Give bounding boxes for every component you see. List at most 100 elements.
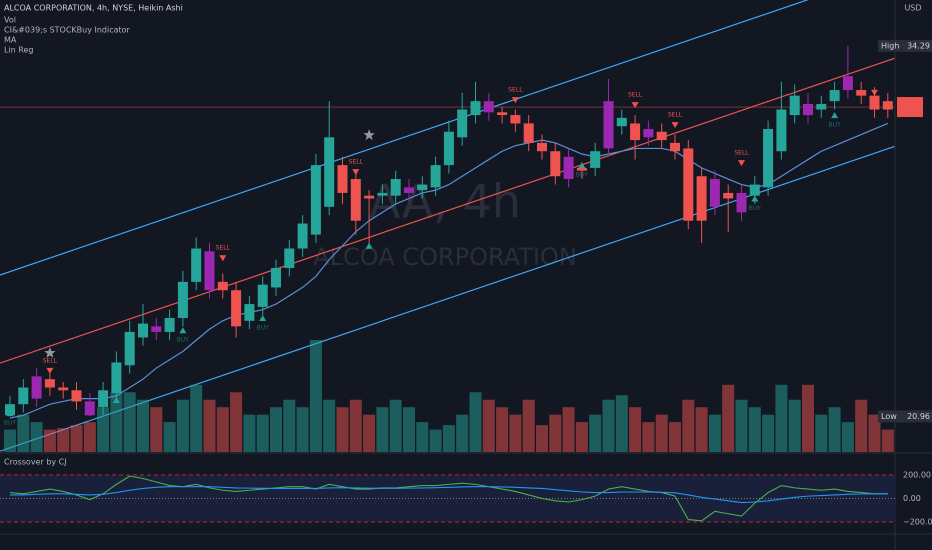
volume-bar [376, 407, 389, 452]
candle-body [18, 387, 29, 405]
volume-bar [137, 399, 149, 452]
volume-bar [868, 414, 881, 452]
candle-body [709, 179, 720, 207]
candle-body [643, 128, 654, 138]
candle-body [364, 195, 375, 199]
volume-bar [150, 407, 163, 452]
low-label: Low [881, 412, 897, 421]
candle-body [630, 123, 641, 141]
legend: ALCOA CORPORATION, 4h, NYSE, Heikin Ashi… [4, 4, 922, 467]
volume-bar [735, 399, 748, 452]
low-label-box [878, 410, 932, 423]
volume-bar [748, 407, 761, 452]
osc-line [9, 475, 888, 522]
candle-body [523, 123, 534, 143]
buy-marker [365, 242, 373, 249]
volume-bar [363, 414, 376, 452]
osc-line [10, 486, 888, 504]
candle-body [430, 165, 441, 188]
volume-bar [828, 407, 841, 452]
candle-body [284, 248, 295, 268]
volume-bar [57, 428, 70, 452]
candle-body [417, 184, 428, 191]
volume-bar [256, 414, 269, 452]
candle-body [803, 103, 813, 116]
star-marker [44, 347, 56, 358]
volume-bar [243, 414, 256, 452]
candle-body [231, 290, 242, 327]
candle-body [164, 318, 175, 332]
volume-bar [549, 414, 562, 452]
candle-body [457, 109, 468, 138]
volume-bar [309, 340, 322, 452]
candle-body [696, 176, 707, 221]
sell-marker [219, 255, 227, 262]
buy-label: BUY [257, 325, 270, 332]
sell-label: SELL [734, 150, 749, 157]
candle-body [191, 248, 202, 282]
candle-body [856, 90, 867, 96]
candle-body [44, 379, 55, 388]
candle-body [31, 376, 42, 399]
candle-body [842, 76, 853, 91]
candle-body [816, 103, 827, 110]
volume-bar [788, 399, 801, 452]
sell-marker [871, 89, 878, 96]
candle-body [869, 95, 880, 110]
volume-bar [602, 399, 615, 452]
candle-body [576, 167, 587, 171]
candle-body [882, 101, 893, 110]
volume-bar [283, 399, 296, 452]
volume-bar [775, 384, 788, 452]
chart-title: ALCOA CORPORATION, 4h, NYSE, Heikin Ashi [4, 4, 183, 13]
volume-bar [270, 407, 282, 452]
candle-body [350, 179, 361, 221]
buy-label: BUY [749, 205, 762, 212]
candle-body [111, 362, 122, 394]
volume-bar [762, 414, 775, 452]
axes: High 34.29 Low 20.96 200.00 0.00 −200.00 [878, 39, 932, 526]
oscillator [0, 474, 895, 523]
channel-mid [0, 57, 896, 364]
volume-bar [722, 384, 735, 452]
candle-body [590, 151, 601, 168]
legend-entry: Vol [4, 16, 16, 25]
volume-bar [323, 399, 336, 452]
volume-bar [655, 414, 668, 452]
volume-bar [536, 425, 548, 452]
legend-entry: MA [4, 36, 17, 45]
volume-bar [110, 392, 123, 452]
signals: SELL SELL SELL SELL SELL SELL SELL BUY BUY BUY BUY… [4, 87, 878, 427]
sell-label: SELL [43, 357, 58, 364]
candle-body [789, 95, 800, 116]
volume-bar [389, 399, 402, 452]
volume-bar [575, 422, 588, 452]
high-label-box [878, 39, 932, 52]
candle-body [244, 304, 255, 321]
volume-bar [629, 407, 642, 452]
buy-label: BUY [829, 122, 842, 129]
candle-body [470, 101, 481, 116]
buy-marker [179, 327, 187, 334]
sell-label: SELL [349, 159, 364, 166]
volume-bar [296, 407, 309, 452]
buy-marker [831, 112, 839, 119]
candle-body [204, 251, 215, 291]
sell-marker [46, 367, 54, 374]
candle-body [483, 101, 494, 113]
candle-body [683, 148, 694, 221]
star-marker [363, 129, 375, 140]
candle-body [829, 90, 840, 102]
candle-body [563, 156, 574, 180]
volume-bar [163, 422, 176, 452]
low-value: 20.96 [907, 412, 930, 421]
volume-bar [682, 399, 695, 452]
candle-body [603, 101, 614, 149]
last-price-box [897, 97, 923, 118]
candle-body [537, 142, 547, 152]
volume-bar [589, 414, 602, 452]
sell-label: SELL [668, 112, 683, 119]
candle-body [723, 192, 734, 199]
